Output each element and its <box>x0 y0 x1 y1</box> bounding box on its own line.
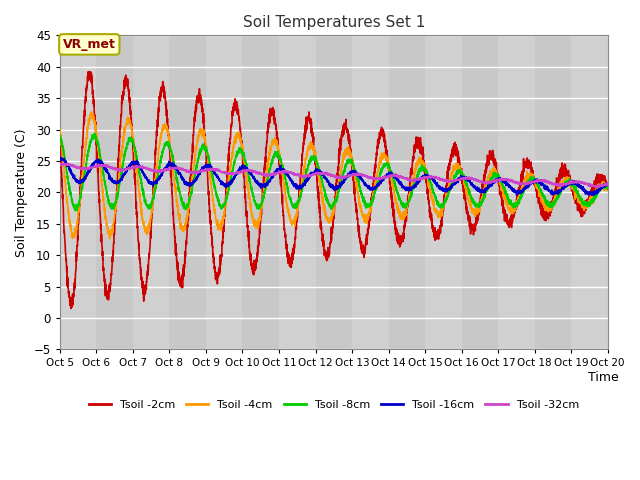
Y-axis label: Soil Temperature (C): Soil Temperature (C) <box>15 128 28 257</box>
Bar <box>425 36 461 349</box>
Bar <box>97 36 133 349</box>
Bar <box>60 36 97 349</box>
Bar <box>461 36 498 349</box>
X-axis label: Time: Time <box>588 372 619 384</box>
Bar <box>388 36 425 349</box>
Bar <box>206 36 243 349</box>
Bar <box>133 36 170 349</box>
Bar <box>572 36 608 349</box>
Bar <box>279 36 316 349</box>
Legend: Tsoil -2cm, Tsoil -4cm, Tsoil -8cm, Tsoil -16cm, Tsoil -32cm: Tsoil -2cm, Tsoil -4cm, Tsoil -8cm, Tsoi… <box>84 396 583 415</box>
Text: VR_met: VR_met <box>63 38 116 51</box>
Bar <box>608 36 640 349</box>
Title: Soil Temperatures Set 1: Soil Temperatures Set 1 <box>243 15 425 30</box>
Bar <box>352 36 388 349</box>
Bar <box>498 36 534 349</box>
Bar <box>243 36 279 349</box>
Bar <box>316 36 352 349</box>
Bar <box>170 36 206 349</box>
Bar <box>534 36 572 349</box>
